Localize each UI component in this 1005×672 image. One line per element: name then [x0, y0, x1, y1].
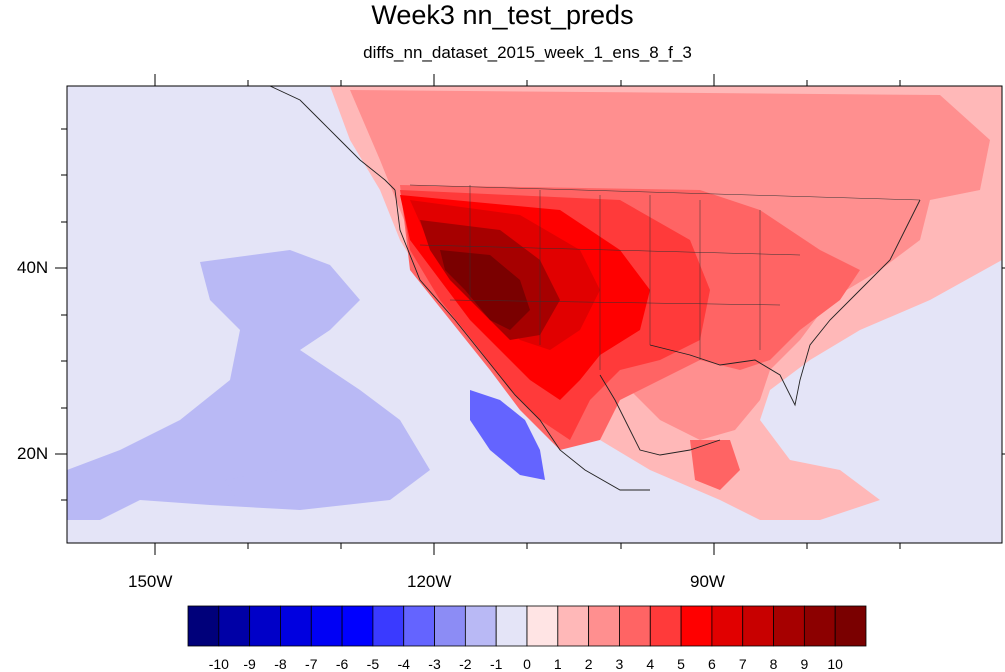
- axis-ticks: [55, 74, 1005, 555]
- colorbar-label: 3: [615, 656, 624, 672]
- colorbar-swatch: [341, 605, 374, 647]
- cool-region-baja: [470, 390, 545, 480]
- colorbar-label: 1: [553, 656, 562, 672]
- colorbar-label: 2: [584, 656, 593, 672]
- lon-label-150w: 150W: [128, 572, 173, 591]
- colorbar-label: -2: [459, 656, 472, 672]
- plot-title: Week3 nn_test_preds: [371, 0, 634, 30]
- colorbar-label: -6: [335, 656, 349, 672]
- colorbar-label: 7: [738, 656, 747, 672]
- colorbar-swatch: [711, 605, 744, 647]
- colorbar-label: 9: [800, 656, 809, 672]
- colorbar-swatch: [773, 605, 805, 647]
- colorbar-swatch: [495, 605, 528, 647]
- colorbar-label: -3: [428, 656, 441, 672]
- colorbar-label: -1: [489, 656, 503, 672]
- colorbar-swatch: [742, 605, 774, 647]
- colorbar-label: 0: [523, 656, 531, 672]
- colorbar-label: -4: [397, 656, 410, 672]
- lon-label-120w: 120W: [407, 572, 452, 591]
- lat-label-20n: 20N: [17, 444, 49, 463]
- colorbar-swatch: [619, 605, 651, 647]
- colorbar-swatch: [434, 605, 466, 647]
- plot-subtitle: diffs_nn_dataset_2015_week_1_ens_8_f_3: [363, 43, 692, 62]
- colorbar-swatch: [280, 605, 312, 647]
- colorbar-label: 5: [677, 656, 685, 672]
- colorbar-swatch: [588, 605, 620, 647]
- colorbar-swatch: [526, 605, 559, 647]
- colorbar-swatch: [557, 605, 590, 647]
- map-field: [67, 86, 1002, 543]
- colorbar-swatch: [249, 605, 281, 647]
- colorbar-label: -9: [243, 656, 256, 672]
- colorbar: [187, 605, 867, 647]
- cool-region-pacific: [67, 250, 430, 520]
- lon-label-90w: 90W: [690, 572, 725, 591]
- warm-region-mexico: [690, 440, 740, 490]
- colorbar-label: -8: [274, 656, 287, 672]
- colorbar-swatch: [464, 605, 497, 647]
- colorbar-swatch: [680, 605, 713, 647]
- cool-region-pacific-east: [225, 470, 305, 505]
- colorbar-swatch: [218, 605, 251, 647]
- coastline: [269, 86, 921, 491]
- colorbar-label: 8: [769, 656, 778, 672]
- colorbar-swatch: [187, 605, 220, 647]
- colorbar-label: -7: [305, 656, 318, 672]
- colorbar-swatch: [649, 605, 682, 647]
- colorbar-swatch: [803, 605, 836, 647]
- colorbar-swatch: [403, 605, 435, 647]
- colorbar-swatch: [310, 605, 343, 647]
- state-borders: [409, 184, 921, 370]
- colorbar-label: 6: [708, 656, 716, 672]
- colorbar-swatch: [834, 605, 867, 647]
- colorbar-swatch: [372, 605, 405, 647]
- warm-region-peak: [440, 250, 530, 330]
- colorbar-label: -10: [208, 656, 229, 672]
- colorbar-label: 4: [646, 656, 655, 672]
- colorbar-label: -5: [366, 656, 380, 672]
- colorbar-label: 10: [827, 656, 843, 672]
- lat-label-40n: 40N: [17, 258, 49, 277]
